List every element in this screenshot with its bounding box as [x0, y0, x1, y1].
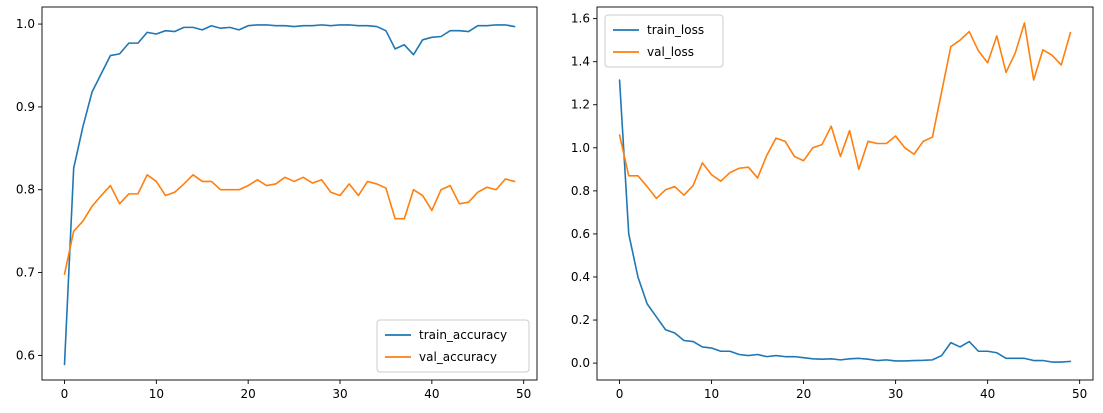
x-tick-label: 0: [616, 387, 624, 401]
x-tick-label: 10: [704, 387, 719, 401]
x-tick-label: 30: [888, 387, 903, 401]
x-tick-label: 40: [980, 387, 995, 401]
legend: train_accuracy val_accuracy: [376, 319, 530, 373]
legend: train_loss val_loss: [604, 14, 724, 68]
y-tick-label: 1.0: [16, 17, 35, 31]
x-tick-label: 20: [241, 387, 256, 401]
x-tick-label: 40: [424, 387, 439, 401]
legend-label: val_accuracy: [419, 350, 497, 364]
legend-item: val_loss: [613, 45, 694, 59]
series-line-train_loss: [618, 79, 1072, 363]
x-tick-label: 0: [61, 387, 69, 401]
y-tick-label: 0.4: [571, 270, 590, 284]
x-tick-label: 10: [149, 387, 164, 401]
legend-box: [376, 319, 530, 373]
x-axis: 0 10 20 30 40 50: [61, 380, 531, 401]
series-line-val_accuracy: [63, 174, 516, 276]
legend-item: train_loss: [613, 23, 704, 37]
legend-label: train_loss: [647, 23, 704, 37]
y-tick-label: 0.2: [571, 313, 590, 327]
x-tick-label: 30: [332, 387, 347, 401]
y-tick-label: 1.6: [571, 12, 590, 26]
y-tick-label: 1.4: [571, 55, 590, 69]
plot-frame: [596, 6, 1094, 381]
x-tick-label: 50: [1072, 387, 1087, 401]
series-line-val_loss: [618, 22, 1072, 200]
y-axis: 0.6 0.7 0.8 0.9 1.0: [16, 17, 42, 362]
legend-item: val_accuracy: [385, 350, 497, 364]
legend-label: train_accuracy: [419, 328, 507, 342]
y-tick-label: 0.6: [571, 227, 590, 241]
x-axis: 0 10 20 30 40 50: [616, 380, 1087, 401]
y-tick-label: 0.7: [16, 266, 35, 280]
legend-box: [604, 14, 724, 68]
y-tick-label: 1.2: [571, 98, 590, 112]
y-tick-label: 0.0: [571, 356, 590, 370]
accuracy-chart: 0 10 20 30 40 50 0.6 0.7 0.8 0.9 1.0 train_accuracy…: [16, 6, 538, 401]
series-lines: [618, 22, 1072, 363]
y-tick-label: 0.8: [571, 184, 590, 198]
y-tick-label: 0.9: [16, 100, 35, 114]
y-axis: 0.0 0.2 0.4 0.6 0.8 1.0 1.2 1.4 1.6: [571, 12, 597, 370]
plot-frame: [41, 6, 538, 381]
series-line-train_accuracy: [63, 24, 516, 366]
x-tick-label: 20: [796, 387, 811, 401]
y-tick-label: 0.6: [16, 348, 35, 362]
x-tick-label: 50: [516, 387, 531, 401]
legend-label: val_loss: [647, 45, 694, 59]
series-lines: [63, 24, 516, 366]
y-tick-label: 0.8: [16, 183, 35, 197]
y-tick-label: 1.0: [571, 141, 590, 155]
loss-chart: 0 10 20 30 40 50 0.0 0.2 0.4 0.6 0.8 1.0 1.2 1.4 1.6 tr…: [571, 6, 1094, 401]
legend-item: train_accuracy: [385, 328, 507, 342]
